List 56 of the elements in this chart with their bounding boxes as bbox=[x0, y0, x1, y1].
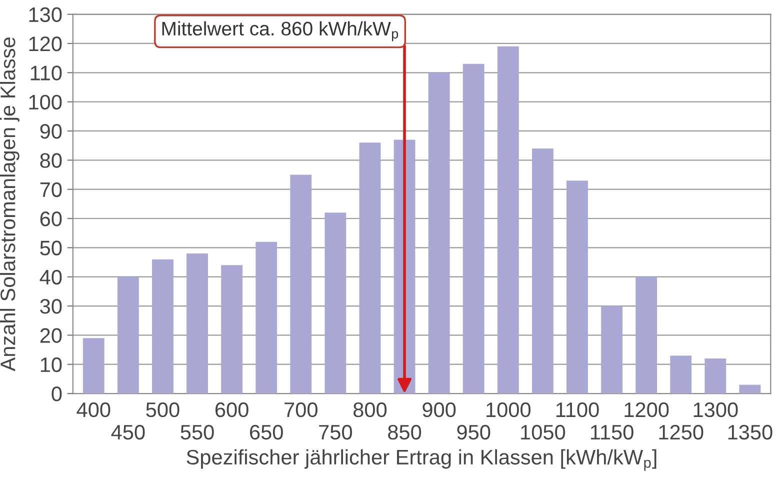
bar bbox=[601, 306, 622, 394]
bar bbox=[704, 358, 726, 394]
x-tick-label: 950 bbox=[457, 424, 490, 440]
y-tick-label: 10 bbox=[40, 357, 62, 372]
y-tick-label: 40 bbox=[40, 270, 62, 285]
y-tick-label: 30 bbox=[40, 299, 62, 314]
bar bbox=[636, 276, 658, 394]
bar bbox=[497, 46, 519, 394]
y-tick-label: 20 bbox=[40, 328, 62, 343]
bar bbox=[117, 276, 139, 394]
x-tick-label: 650 bbox=[250, 424, 283, 440]
y-tick-label: 120 bbox=[29, 36, 62, 52]
x-tick-label: 1250 bbox=[659, 424, 704, 440]
bar bbox=[566, 180, 588, 394]
x-tick-label: 850 bbox=[388, 424, 422, 440]
x-tick-label: 1050 bbox=[521, 424, 566, 440]
bar bbox=[324, 212, 346, 394]
x-tick-label: 1100 bbox=[556, 402, 599, 418]
y-tick-label: 110 bbox=[30, 66, 62, 80]
y-tick-label: 100 bbox=[29, 94, 62, 110]
y-tick-label: 90 bbox=[40, 124, 62, 139]
bar bbox=[532, 148, 554, 394]
bar bbox=[221, 265, 243, 394]
y-tick-label: 0 bbox=[52, 386, 62, 402]
x-tick-label: 1150 bbox=[590, 424, 634, 440]
x-tick-label: 400 bbox=[76, 402, 110, 418]
x-tick-label: 1300 bbox=[694, 402, 738, 418]
y-axis-title: Anzahl Solarstromanlagen je Klasse bbox=[0, 37, 20, 372]
x-tick-label: 1200 bbox=[624, 402, 669, 418]
bar bbox=[428, 72, 450, 394]
y-tick-label: 70 bbox=[40, 182, 62, 198]
bar bbox=[152, 259, 174, 394]
bar bbox=[256, 242, 278, 394]
bar bbox=[359, 142, 381, 394]
x-tick-label: 600 bbox=[215, 402, 248, 418]
x-tick-label: 500 bbox=[146, 402, 180, 418]
x-tick-label: 800 bbox=[354, 402, 387, 418]
x-tick-label: 900 bbox=[422, 402, 456, 418]
x-tick-label: 550 bbox=[180, 424, 214, 440]
bar bbox=[82, 338, 104, 394]
x-tick-label: 1350 bbox=[728, 424, 772, 440]
y-tick-label: 60 bbox=[40, 212, 62, 226]
y-tick-label: 80 bbox=[40, 153, 62, 168]
bar bbox=[739, 384, 761, 394]
y-tick-label: 50 bbox=[40, 240, 62, 256]
x-tick-label: 700 bbox=[284, 402, 318, 418]
bar bbox=[670, 356, 692, 394]
x-axis-title: Spezifischer jährlicher Ertrag in Klassen [kWh/kW$_{p}$] bbox=[186, 449, 656, 471]
x-tick-label: 450 bbox=[111, 424, 145, 440]
bar bbox=[462, 64, 484, 394]
bar bbox=[290, 174, 312, 394]
bar bbox=[186, 254, 208, 394]
annotation: Mittelwert ca. 860 kWh/kW$_{p}$ bbox=[162, 21, 398, 42]
x-tick-label: 1000 bbox=[486, 402, 531, 418]
x-tick-label: 750 bbox=[319, 424, 352, 440]
y-tick-label: 130 bbox=[29, 7, 62, 22]
